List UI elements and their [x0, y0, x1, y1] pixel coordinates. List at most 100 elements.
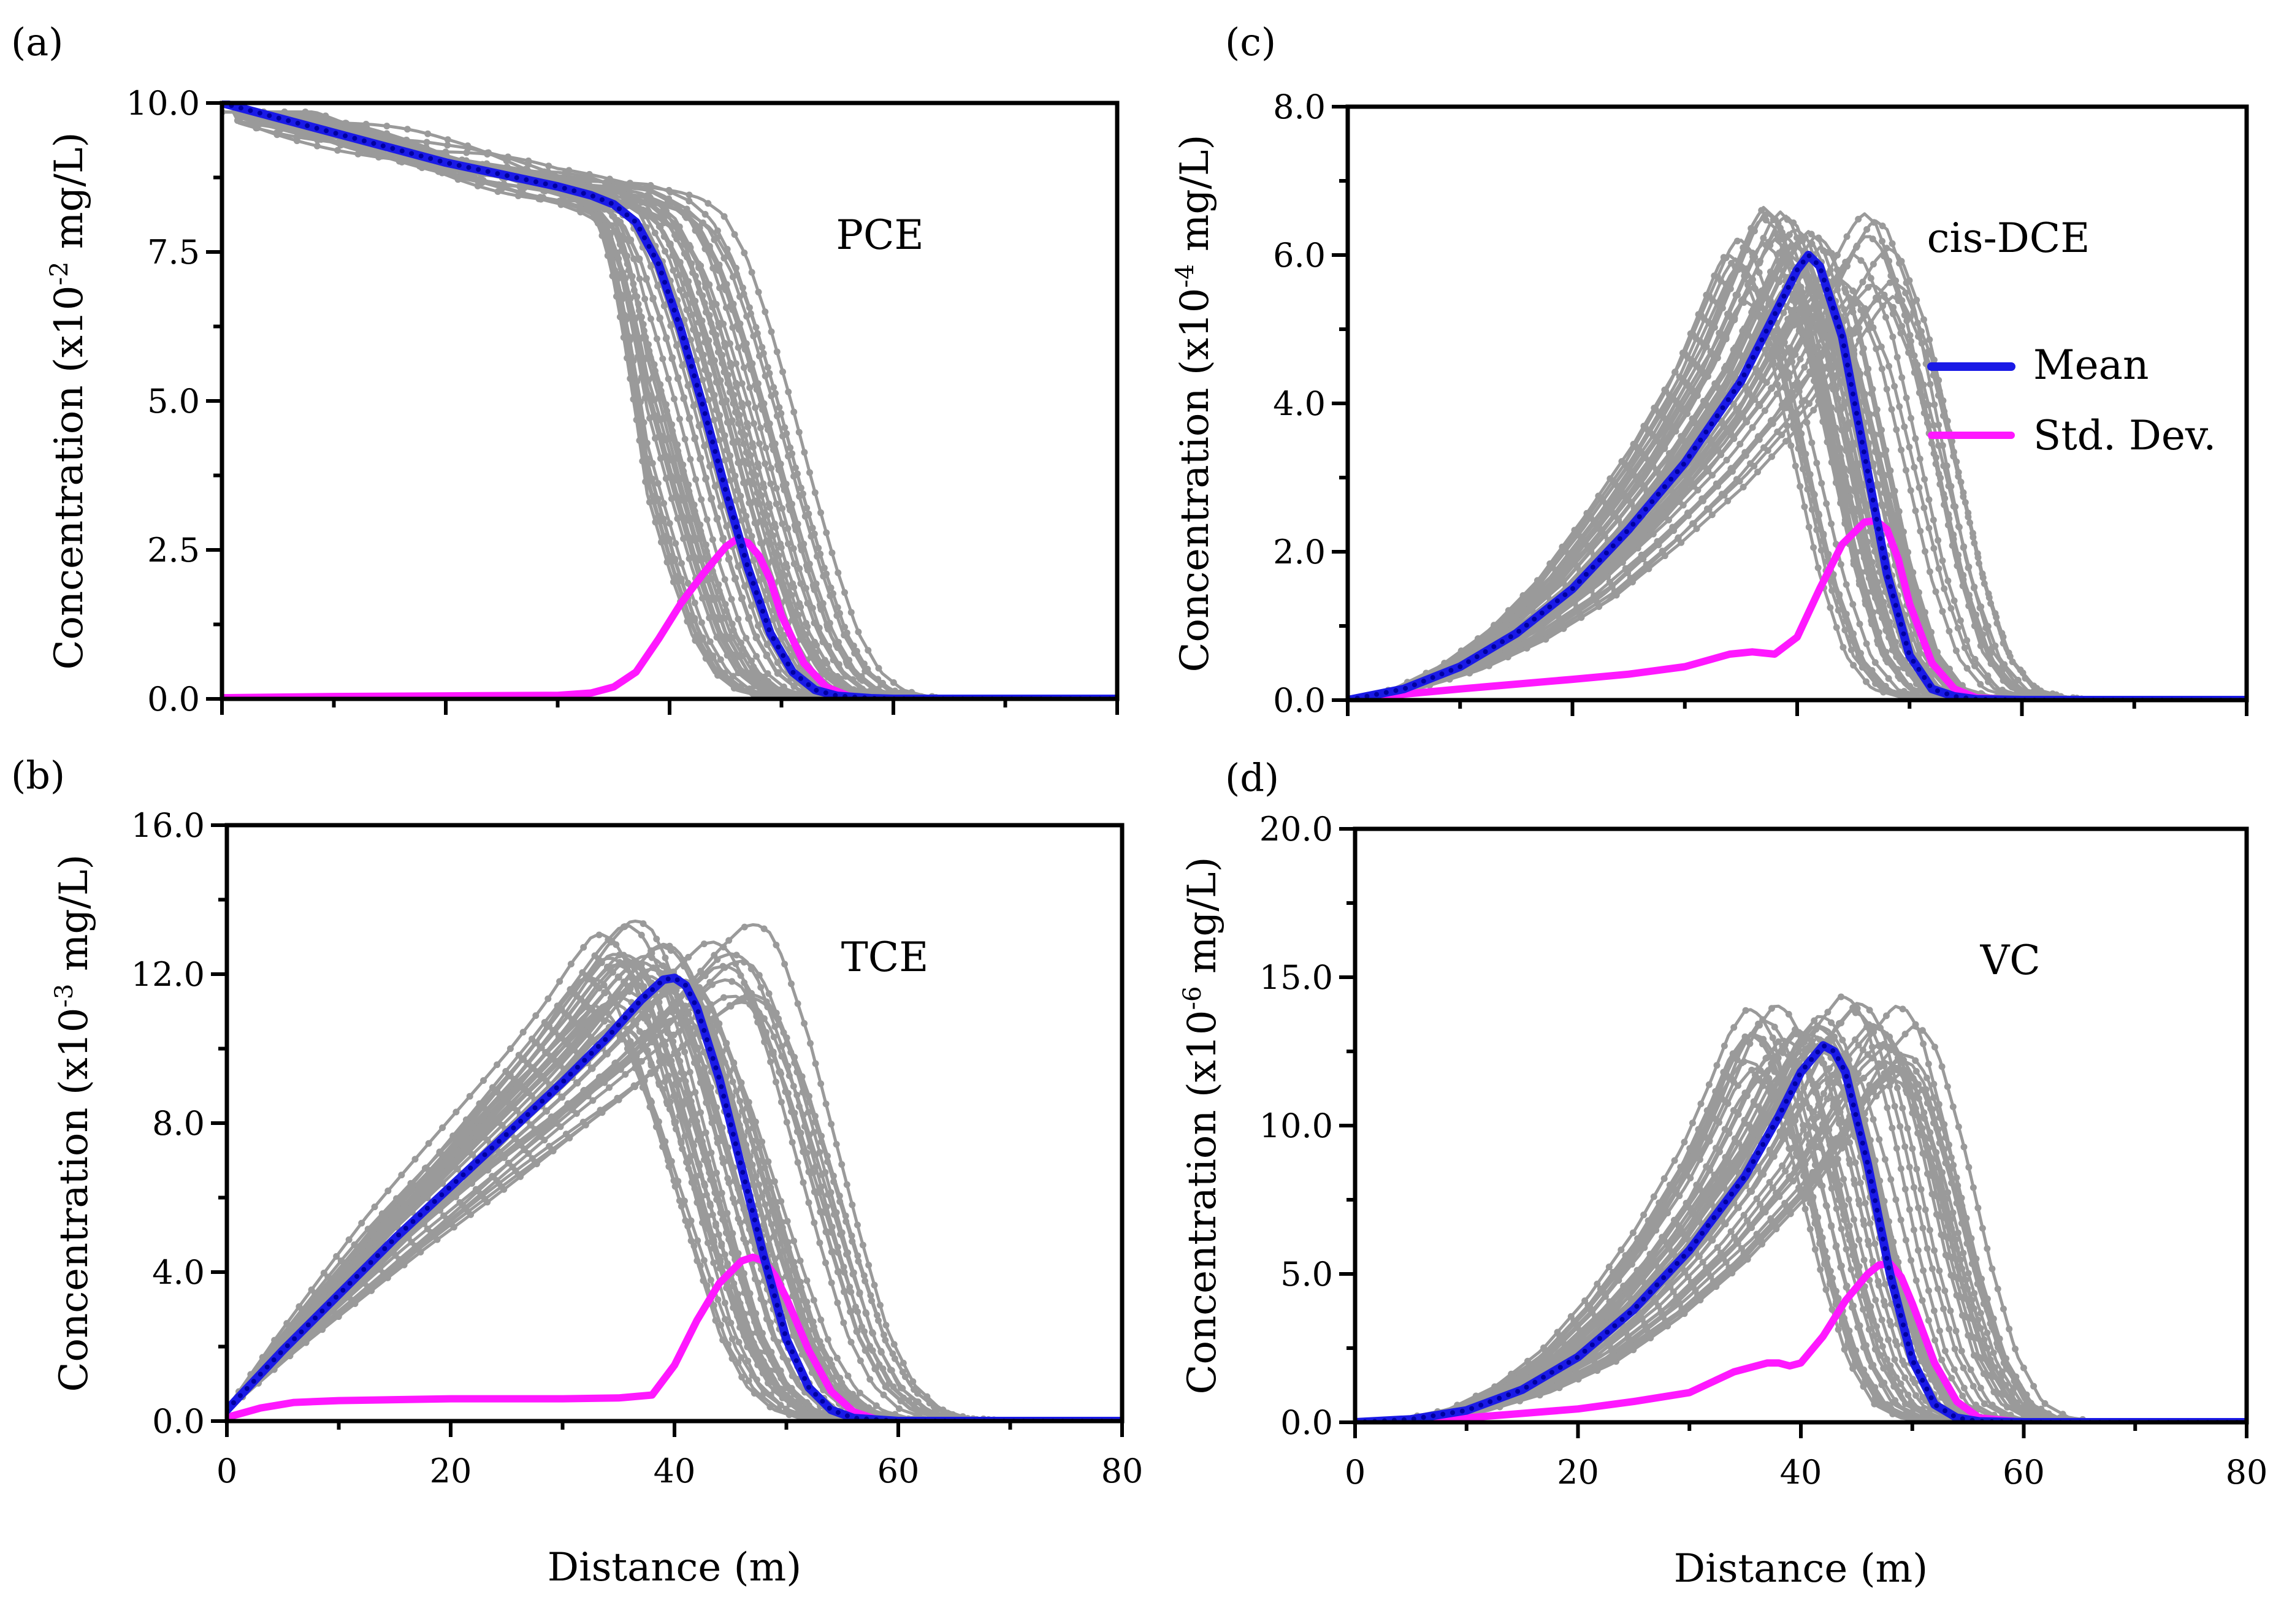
realization-line: [227, 953, 1122, 1421]
std-dev-line: [1355, 1260, 2247, 1422]
y-tick-label: 10.0: [1259, 1107, 1333, 1145]
x-axis-title: Distance (m): [1674, 1546, 1928, 1592]
realization-markers: [1348, 284, 2247, 700]
y-tick-label: 0.0: [1280, 1403, 1333, 1442]
x-tick-label: 20: [1557, 1453, 1599, 1492]
realization-markers: [227, 993, 1122, 1421]
panel-letter: (a): [11, 20, 63, 64]
realization-line: [1355, 1018, 2247, 1422]
x-axis-title: Distance (m): [548, 1545, 801, 1590]
y-tick-label: 5.0: [147, 382, 200, 421]
plot-frame: [220, 101, 1120, 701]
realization-line: [1355, 1031, 2247, 1422]
summary-lines: [222, 101, 1117, 699]
realization-markers: [1348, 298, 2247, 700]
x-tick-label: 0: [216, 1452, 237, 1490]
mean-line: [227, 974, 1122, 1421]
x-tick-label: 60: [877, 1452, 920, 1490]
summary-lines: [1348, 251, 2247, 700]
x-tick-label: 20: [430, 1452, 472, 1490]
std-dev-line: [227, 1253, 1122, 1421]
realization-line: [227, 924, 1122, 1421]
realization-line: [227, 960, 1122, 1421]
realization-line: [227, 1016, 1122, 1421]
realization-markers: [1348, 213, 2247, 700]
y-axis-title: Concentration (x10-3 mg/L): [50, 855, 97, 1392]
y-tick-label: 5.0: [1280, 1255, 1333, 1294]
realization-markers: [222, 109, 1117, 699]
realization-markers: [227, 958, 1122, 1421]
x-tick-label: 80: [2226, 1453, 2268, 1492]
realization-line: [1355, 1067, 2247, 1422]
chemical-label: PCE: [836, 212, 924, 259]
realization-line: [222, 110, 1117, 699]
realization-markers: [1355, 1031, 2247, 1422]
realization-markers: [1348, 227, 2247, 700]
y-tick-label: 0.0: [152, 1402, 205, 1441]
y-tick-label: 12.0: [131, 955, 205, 994]
realizations: [227, 917, 1122, 1421]
legend-std-label: Std. Dev.: [2033, 412, 2216, 459]
panel-b-tce: (b) 0.0 4.0 8.0 12.0 16.0 0 20 40 60 80 Concentrati…: [11, 753, 1143, 1590]
realization-line: [1348, 254, 2247, 700]
plot-frame: [1353, 826, 2249, 1425]
y-tick-label: 8.0: [1273, 88, 1326, 126]
realization-markers: [1348, 263, 2247, 700]
mean-markers: [1355, 1042, 2247, 1422]
realization-line: [227, 997, 1122, 1421]
axis-ticks: [1332, 105, 2248, 716]
panel-letter: (b): [11, 753, 65, 798]
realizations: [222, 109, 1117, 699]
realization-markers: [222, 109, 1117, 699]
y-tick-label: 0.0: [1273, 681, 1326, 720]
realization-markers: [222, 109, 1117, 699]
legend-mean-label: Mean: [2033, 341, 2149, 389]
y-tick-label: 6.0: [1273, 236, 1326, 275]
realization-markers: [222, 109, 1117, 699]
chemical-label: TCE: [841, 934, 929, 981]
realization-markers: [222, 109, 1117, 699]
panel-letter: (d): [1225, 755, 1279, 800]
panel-d-vc: (d) 0.0 5.0 10.0 15.0 20.0 0 20 40 60 80 Concentrat…: [1179, 755, 2267, 1592]
realization-markers: [222, 109, 1117, 699]
realization-markers: [227, 988, 1122, 1421]
y-axis-title: Concentration (x10-4 mg/L): [1171, 135, 1218, 673]
chemical-label: cis-DCE: [1927, 215, 2090, 262]
realization-markers: [222, 109, 1117, 699]
realization-line: [227, 959, 1122, 1421]
realization-markers: [222, 109, 1117, 699]
y-tick-label: 15.0: [1259, 958, 1333, 997]
y-tick-label: 16.0: [131, 806, 205, 845]
std-dev-line: [1348, 517, 2247, 700]
y-tick-label: 2.5: [147, 531, 200, 570]
realization-markers: [1355, 1023, 2247, 1422]
panel-a-pce: (a) 0.0 2.5 5.0 7.5 10.0 Concentration (x10-2 …: [11, 20, 1120, 719]
y-tick-label: 8.0: [152, 1104, 205, 1143]
y-tick-label: 7.5: [147, 233, 200, 272]
summary-lines: [1355, 1041, 2247, 1422]
y-tick-label: 2.0: [1273, 533, 1326, 571]
realization-markers: [1348, 236, 2247, 700]
panel-letter: (c): [1225, 20, 1276, 64]
plot-frame: [1345, 104, 2249, 703]
realization-markers: [227, 958, 1122, 1421]
legend: Mean Std. Dev.: [1927, 341, 2216, 459]
realization-markers: [1355, 1013, 2247, 1422]
chemical-label: VC: [1980, 937, 2041, 984]
y-tick-label: 10.0: [126, 84, 200, 123]
panel-c-cis-dce: (c) 0.0 2.0 4.0 6.0 8.0 Concentration (x10-4 m…: [1171, 20, 2249, 720]
realization-markers: [1355, 1040, 2247, 1422]
realization-line: [1355, 1027, 2247, 1422]
x-tick-label: 80: [1101, 1452, 1144, 1490]
x-tick-label: 0: [1345, 1453, 1366, 1492]
y-axis-title: Concentration (x10-6 mg/L): [1179, 857, 1225, 1395]
y-tick-label: 4.0: [1273, 384, 1326, 423]
y-tick-label: 0.0: [147, 680, 200, 719]
x-tick-label: 60: [2003, 1453, 2045, 1492]
realization-line: [222, 110, 1117, 699]
realization-markers: [222, 109, 1117, 699]
summary-lines: [227, 974, 1122, 1421]
realization-line: [222, 110, 1117, 699]
y-tick-label: 20.0: [1259, 810, 1333, 848]
realization-markers: [1348, 243, 2247, 700]
